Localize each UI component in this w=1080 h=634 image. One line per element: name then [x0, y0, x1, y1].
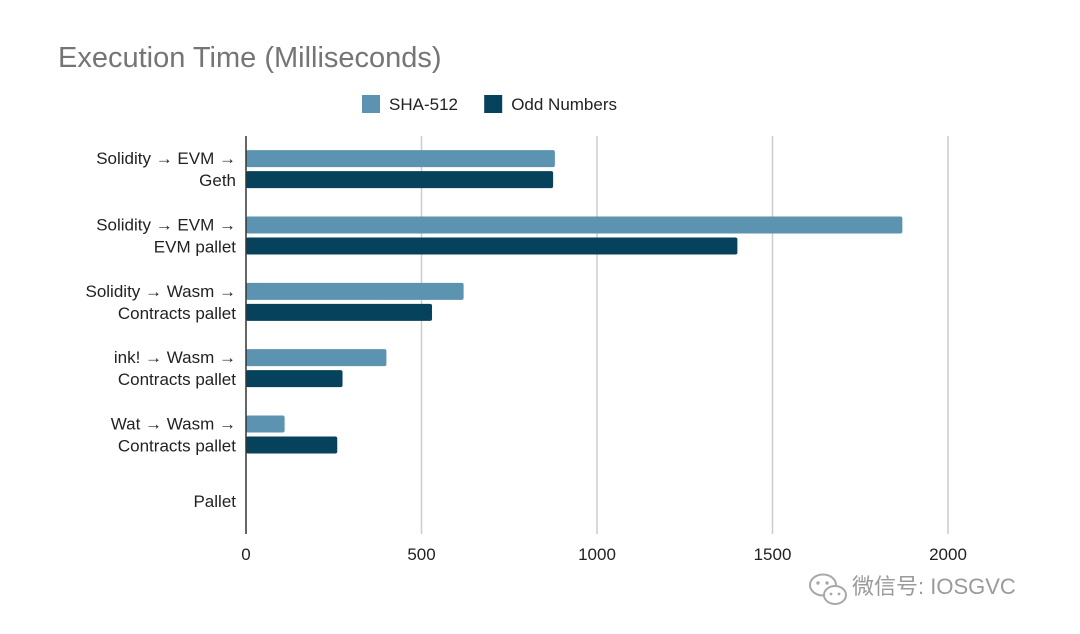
- bar-odd-numbers: [246, 237, 738, 255]
- bar-sha-512: [246, 216, 903, 234]
- bar-odd-numbers: [246, 171, 554, 189]
- legend: SHA-512 Odd Numbers: [362, 95, 617, 114]
- chart-title: Execution Time (Milliseconds): [58, 42, 442, 74]
- category-label-line: Contracts pallet: [118, 304, 236, 323]
- x-tick-label: 1000: [578, 545, 616, 564]
- watermark-text: 微信号: IOSGVC: [852, 574, 1016, 599]
- category-label-line: Solidity → Wasm →: [85, 282, 236, 301]
- x-tick-label: 500: [407, 545, 435, 564]
- x-tick-label: 1500: [754, 545, 792, 564]
- category-label-line: Wat → Wasm →: [111, 415, 236, 434]
- bar-odd-numbers: [246, 436, 338, 454]
- category-label-line: Pallet: [193, 492, 236, 511]
- category-label-line: EVM pallet: [154, 238, 236, 257]
- bar-sha-512: [246, 349, 387, 367]
- category-label: Solidity → EVM → EVM pallet: [96, 216, 236, 257]
- bar-odd-numbers: [246, 303, 433, 321]
- category-label-line: Contracts pallet: [118, 370, 236, 389]
- category-label-line: Contracts pallet: [118, 437, 236, 456]
- category-label-line: ink! → Wasm →: [114, 348, 236, 367]
- legend-label: SHA-512: [389, 95, 458, 114]
- legend-label: Odd Numbers: [511, 95, 617, 114]
- bar-sha-512: [246, 415, 285, 433]
- gridlines: [420, 136, 949, 534]
- category-label-line: Geth: [199, 171, 236, 190]
- category-label: ink! → Wasm → Contracts pallet: [114, 348, 236, 389]
- category-label: Solidity → Wasm → Contracts pallet: [85, 282, 236, 323]
- wechat-icon: [809, 573, 847, 605]
- bar-odd-numbers: [246, 370, 343, 388]
- category-labels: Solidity → EVM → Geth Solidity → EVM → EVM …: [85, 149, 236, 511]
- category-label: Wat → Wasm → Contracts pallet: [111, 415, 237, 456]
- x-tick-label: 0: [241, 545, 250, 564]
- legend-swatch: [362, 95, 380, 113]
- watermark: 微信号: IOSGVC: [809, 573, 1016, 605]
- bar-sha-512: [246, 150, 555, 168]
- x-axis-ticks: 0 500 1000 1500 2000: [241, 545, 967, 564]
- bars: [246, 150, 903, 454]
- category-label-line: Solidity → EVM →: [96, 216, 236, 235]
- category-label-line: Solidity → EVM →: [96, 149, 236, 168]
- category-label: Solidity → EVM → Geth: [96, 149, 236, 190]
- bar-sha-512: [246, 282, 464, 300]
- x-tick-label: 2000: [929, 545, 967, 564]
- category-label: Pallet: [193, 492, 236, 511]
- legend-swatch: [484, 95, 503, 113]
